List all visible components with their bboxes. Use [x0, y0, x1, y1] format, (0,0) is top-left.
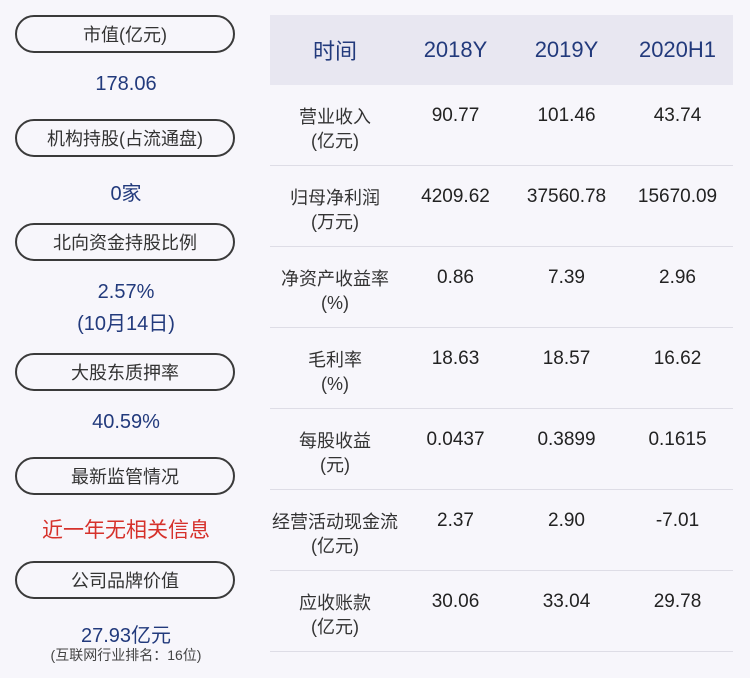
header-2018y: 2018Y: [423, 37, 488, 62]
brand-value-label: 公司品牌价值: [15, 561, 235, 599]
row-label-unit: (亿元): [311, 617, 359, 637]
table-row: 归母净利润 (万元) 4209.62 37560.78 15670.09: [270, 166, 733, 247]
table-row: 应收账款 (亿元) 30.06 33.04 29.78: [270, 571, 733, 652]
financial-table: 时间 2018Y 2019Y 2020H1 营业收入 (亿元) 90.77 10…: [270, 15, 733, 652]
northbound-ratio-value: 2.57%: [97, 281, 155, 303]
cell-2020h1: 29.78: [653, 591, 702, 612]
row-label: 经营活动现金流 (亿元): [270, 490, 400, 558]
cell-2019y: 18.57: [542, 348, 591, 369]
cell-2018y: 0.0437: [426, 429, 485, 450]
table-row: 经营活动现金流 (亿元) 2.37 2.90 -7.01: [270, 490, 733, 571]
table-header: 时间 2018Y 2019Y 2020H1: [270, 15, 733, 85]
northbound-ratio-label: 北向资金持股比例: [15, 223, 235, 261]
row-label-unit: (亿元): [311, 536, 359, 556]
row-label: 毛利率 (%): [270, 328, 400, 396]
cell-2018y: 2.37: [437, 510, 474, 531]
cell-2018y: 30.06: [431, 591, 480, 612]
row-label-text: 净资产收益率: [281, 269, 389, 289]
cell-2018y: 90.77: [431, 105, 480, 126]
row-label: 归母净利润 (万元): [270, 166, 400, 234]
table-row: 每股收益 (元) 0.0437 0.3899 0.1615: [270, 409, 733, 490]
row-label-text: 每股收益: [299, 431, 371, 451]
row-label-unit: (万元): [311, 212, 359, 232]
row-label: 应收账款 (亿元): [270, 571, 400, 639]
left-panel: 市值(亿元) 178.06 机构持股(占流通盘) 0家 北向资金持股比例 2.5…: [0, 0, 252, 678]
cell-2019y: 101.46: [537, 105, 596, 126]
cell-2019y: 2.90: [548, 510, 585, 531]
cell-2020h1: 0.1615: [648, 429, 707, 450]
table-row: 净资产收益率 (%) 0.86 7.39 2.96: [270, 247, 733, 328]
brand-rank-note: (互联网行业排名：16位): [50, 647, 202, 663]
cell-2019y: 33.04: [542, 591, 591, 612]
header-time: 时间: [312, 39, 357, 64]
cell-2018y: 0.86: [437, 267, 474, 288]
cell-2020h1: 15670.09: [637, 186, 718, 207]
header-2019y: 2019Y: [534, 37, 599, 62]
row-label-text: 经营活动现金流: [272, 512, 398, 532]
row-label: 营业收入 (亿元): [270, 85, 400, 153]
northbound-ratio-date: (10月14日): [77, 313, 175, 335]
supervision-value: 近一年无相关信息: [42, 519, 210, 542]
cell-2020h1: -7.01: [655, 510, 700, 531]
institution-holding-value: 0家: [110, 183, 142, 205]
row-label-unit: (元): [320, 455, 350, 475]
institution-holding-label: 机构持股(占流通盘): [15, 119, 235, 157]
cell-2020h1: 16.62: [653, 348, 702, 369]
row-label-text: 归母净利润: [290, 188, 380, 208]
row-label-unit: (%): [321, 293, 349, 313]
header-2020h1: 2020H1: [638, 37, 717, 62]
row-label-text: 营业收入: [299, 107, 371, 127]
cell-2018y: 4209.62: [421, 186, 490, 207]
cell-2020h1: 43.74: [653, 105, 702, 126]
row-label: 净资产收益率 (%): [270, 247, 400, 315]
row-label-text: 毛利率: [308, 350, 362, 370]
cell-2018y: 18.63: [431, 348, 480, 369]
cell-2019y: 0.3899: [537, 429, 596, 450]
pledge-ratio-value: 40.59%: [92, 411, 160, 433]
table-row: 营业收入 (亿元) 90.77 101.46 43.74: [270, 85, 733, 166]
row-label-unit: (%): [321, 374, 349, 394]
row-label-unit: (亿元): [311, 131, 359, 151]
row-label: 每股收益 (元): [270, 409, 400, 477]
table-row: 毛利率 (%) 18.63 18.57 16.62: [270, 328, 733, 409]
cell-2019y: 37560.78: [526, 186, 607, 207]
supervision-label: 最新监管情况: [15, 457, 235, 495]
row-label-text: 应收账款: [299, 593, 371, 613]
market-cap-value: 178.06: [95, 73, 157, 95]
market-cap-label: 市值(亿元): [15, 15, 235, 53]
cell-2019y: 7.39: [548, 267, 585, 288]
pledge-ratio-label: 大股东质押率: [15, 353, 235, 391]
brand-value: 27.93亿元: [80, 625, 172, 647]
cell-2020h1: 2.96: [659, 267, 696, 288]
